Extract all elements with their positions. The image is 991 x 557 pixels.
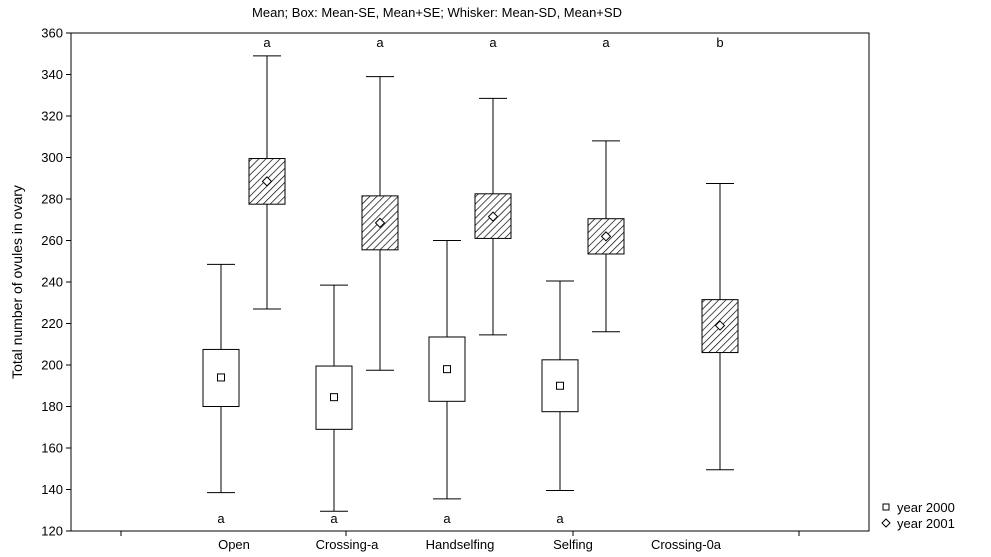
legend-marker-year-2000 [882,503,890,511]
y-tick-label: 240 [41,275,63,290]
significance-label: a [443,511,451,526]
significance-label: a [330,511,338,526]
y-axis-label: Total number of ovules in ovary [9,185,25,379]
significance-labels: a a a a a a a a b [217,35,723,526]
significance-label: b [716,35,723,50]
y-tick-label: 120 [41,524,63,539]
y-tick-label: 360 [41,26,63,41]
y-tick-label: 140 [41,482,63,497]
x-axis: Open Crossing-a Handselfing Selfing Crossing… [120,531,800,552]
box-year-2001 [587,140,625,333]
mean-marker [714,320,726,331]
y-tick-label: 280 [41,192,63,207]
mean-marker [374,217,386,229]
y-tick-label: 220 [41,316,63,331]
legend-label-year-2000: year 2000 [897,500,955,515]
x-tick-label: Open [218,537,250,552]
x-tick-label: Crossing-0a [651,537,722,552]
legend: year 2000 year 2001 [881,500,955,531]
mean-marker [443,365,451,374]
x-tick-label: Handselfing [426,537,495,552]
mean-marker [261,176,273,187]
box-year-2000 [202,263,240,494]
se-box [202,348,240,407]
box-year-2000 [541,280,579,492]
y-tick-label: 340 [41,67,63,82]
box-year-2001 [701,182,739,471]
box-year-2000 [315,284,353,512]
y-tick-label: 320 [41,109,63,124]
significance-label: a [489,35,497,50]
mean-marker [330,393,338,402]
y-tick-label: 180 [41,399,63,414]
y-tick-label: 160 [41,441,63,456]
se-box [701,299,739,354]
legend-marker-year-2001 [881,518,891,528]
y-tick-label: 260 [41,233,63,248]
chart-title: Mean; Box: Mean-SE, Mean+SE; Whisker: Me… [252,5,622,20]
boxes [202,55,739,512]
significance-label: a [263,35,271,50]
y-axis: 120 140 160 180 200 220 240 260 280 300 320 340 360 [41,26,71,539]
y-tick-label: 200 [41,358,63,373]
legend-label-year-2001: year 2001 [897,516,955,531]
significance-label: a [217,511,225,526]
y-tick-label: 300 [41,150,63,165]
mean-marker [487,211,499,222]
significance-label: a [556,511,564,526]
mean-marker [600,231,612,242]
mean-marker [556,381,564,390]
x-tick-label: Selfing [553,537,593,552]
box-year-2001 [361,76,399,371]
significance-label: a [602,35,610,50]
significance-label: a [376,35,384,50]
box-year-2001 [474,97,512,336]
x-tick-label: Crossing-a [316,537,380,552]
mean-marker [217,373,225,382]
box-year-2000 [428,240,466,500]
box-year-2001 [248,55,286,310]
plot-frame [70,32,870,532]
